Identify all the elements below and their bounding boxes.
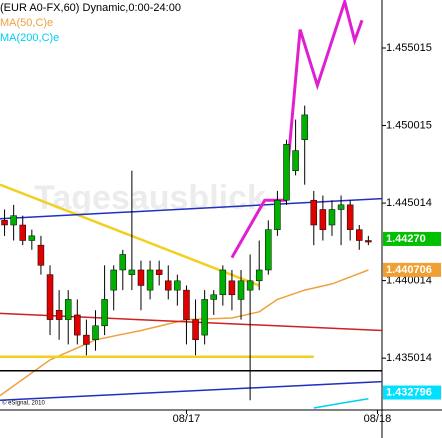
y-tick-label: 1.440014 bbox=[386, 275, 432, 287]
candle-body bbox=[337, 204, 345, 210]
candle-body bbox=[319, 209, 327, 230]
y-tick-label: 1.450015 bbox=[386, 119, 432, 131]
candle-body bbox=[119, 254, 127, 271]
legend-entry: MA(200,C)e bbox=[0, 32, 59, 44]
candle-body bbox=[92, 325, 99, 341]
candle-body bbox=[28, 235, 36, 241]
candle-body bbox=[356, 229, 363, 241]
overlay-line bbox=[0, 183, 260, 287]
overlay-line bbox=[313, 397, 369, 409]
overlay-line bbox=[230, 0, 364, 259]
price-label: 1.440706 bbox=[386, 264, 432, 276]
candle-body bbox=[64, 299, 72, 320]
candle-body bbox=[310, 199, 318, 226]
price-label: 1.432796 bbox=[386, 386, 432, 398]
candle-body bbox=[210, 294, 217, 300]
candle-body bbox=[274, 199, 281, 230]
overlay-line bbox=[0, 380, 383, 401]
y-tick-label: 1.435014 bbox=[386, 352, 432, 364]
candle-body bbox=[155, 269, 163, 275]
candle-body bbox=[110, 269, 117, 291]
price-label: 1.44270 bbox=[386, 233, 426, 245]
candle-body bbox=[55, 310, 63, 320]
candle-body bbox=[101, 299, 108, 327]
candle-body bbox=[192, 319, 199, 341]
candle-body bbox=[128, 269, 136, 275]
candle-body bbox=[328, 209, 336, 226]
y-tick-label: 1.445014 bbox=[386, 197, 432, 209]
candle-body bbox=[183, 289, 190, 320]
candle-body bbox=[301, 114, 308, 140]
candle-body bbox=[74, 314, 81, 336]
candle-body bbox=[246, 280, 254, 291]
legend-entry: MA(50,C)e bbox=[0, 17, 53, 29]
candle-body bbox=[37, 244, 45, 266]
candle-body bbox=[265, 229, 272, 271]
candle-body bbox=[19, 224, 26, 241]
price-label-box bbox=[383, 231, 441, 246]
candle-body bbox=[255, 269, 263, 282]
candle-body bbox=[46, 274, 54, 320]
candle-body bbox=[83, 334, 90, 345]
candle-body bbox=[146, 269, 154, 291]
overlay-line bbox=[0, 312, 383, 332]
chart-title: (EUR A0-FX,60) Dynamic,0:00-24:00 bbox=[0, 2, 181, 14]
candle-body bbox=[201, 299, 208, 336]
candle-body bbox=[10, 215, 17, 226]
candle-body bbox=[228, 280, 236, 296]
y-tick-label: 1.455015 bbox=[386, 42, 432, 54]
overlay-line bbox=[0, 197, 383, 220]
overlay-line bbox=[0, 269, 369, 397]
candle-body bbox=[283, 144, 290, 201]
x-tick-label: 08/17 bbox=[173, 413, 201, 425]
candle-body bbox=[292, 150, 299, 171]
candle-body bbox=[365, 240, 372, 243]
candle-body bbox=[174, 280, 181, 291]
candle-body bbox=[137, 269, 145, 286]
candle-body bbox=[165, 280, 172, 291]
copyright: © eSignal, 2010 bbox=[2, 400, 45, 407]
price-label-box bbox=[383, 262, 441, 277]
price-label-box bbox=[383, 385, 441, 400]
candle-body bbox=[346, 204, 354, 230]
candle-body bbox=[219, 269, 227, 296]
candle-body bbox=[1, 220, 8, 226]
x-tick-label: 08/18 bbox=[364, 413, 392, 425]
candle-body bbox=[237, 280, 245, 300]
